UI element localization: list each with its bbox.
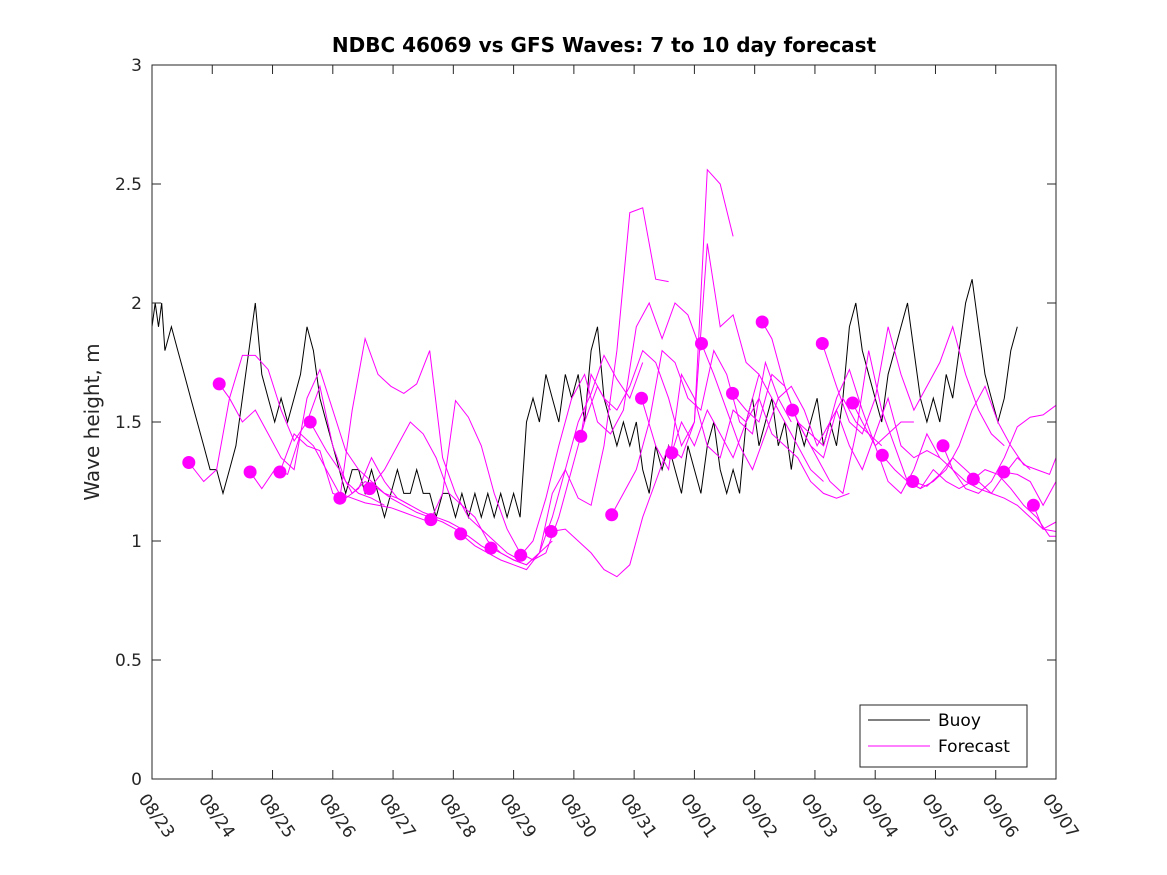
forecast-marker bbox=[333, 491, 347, 505]
series-layer bbox=[151, 168, 1057, 578]
forecast-run-line bbox=[339, 336, 521, 561]
forecast-marker bbox=[786, 403, 799, 417]
forecast-marker bbox=[815, 337, 829, 350]
forecast-run-line bbox=[188, 354, 385, 506]
forecast-marker bbox=[875, 448, 889, 462]
y-tick-label: 1 bbox=[131, 532, 142, 552]
legend: Buoy Forecast bbox=[859, 704, 1028, 768]
forecast-marker bbox=[755, 315, 769, 329]
forecast-marker bbox=[273, 465, 287, 479]
forecast-marker bbox=[544, 525, 558, 538]
forecast-marker bbox=[906, 475, 920, 488]
y-axis-label: Wave height, m bbox=[80, 343, 104, 500]
forecast-run-line bbox=[218, 368, 411, 506]
forecast-run-line bbox=[792, 350, 973, 495]
forecast-marker bbox=[997, 465, 1011, 479]
y-tick-label: 2 bbox=[131, 294, 142, 314]
forecast-marker bbox=[363, 482, 377, 496]
forecast-marker bbox=[484, 541, 498, 555]
forecast-marker bbox=[454, 527, 468, 541]
forecast-marker bbox=[846, 396, 860, 410]
forecast-run-line bbox=[1003, 471, 1057, 507]
forecast-run-line bbox=[732, 368, 914, 447]
chart-title: NDBC 46069 vs GFS Waves: 7 to 10 day for… bbox=[332, 33, 877, 57]
forecast-run-line bbox=[1032, 505, 1057, 530]
y-tick-label: 3 bbox=[131, 56, 142, 76]
forecast-marker bbox=[695, 337, 708, 350]
forecast-marker bbox=[1026, 498, 1040, 512]
y-tick-label: 2.5 bbox=[115, 175, 142, 195]
y-tick-label: 1.5 bbox=[115, 413, 142, 433]
legend-buoy-label: Buoy bbox=[938, 711, 981, 731]
forecast-run-line bbox=[671, 396, 850, 499]
forecast-run-line bbox=[641, 372, 824, 482]
forecast-run-line bbox=[701, 343, 883, 471]
forecast-marker bbox=[424, 513, 438, 527]
forecast-run-line bbox=[611, 349, 792, 516]
forecast-marker bbox=[726, 386, 739, 400]
forecast-run-line bbox=[551, 168, 734, 578]
forecast-marker bbox=[936, 439, 950, 453]
legend-box bbox=[859, 704, 1028, 768]
forecast-marker bbox=[574, 429, 588, 443]
buoy-series-line bbox=[151, 279, 1018, 520]
forecast-marker bbox=[635, 391, 648, 405]
forecast-marker bbox=[243, 465, 257, 479]
forecast-run-line bbox=[821, 325, 1005, 447]
forecast-marker bbox=[182, 456, 196, 469]
forecast-run-line bbox=[490, 207, 669, 566]
forecast-marker bbox=[514, 548, 528, 562]
forecast-marker bbox=[212, 377, 226, 391]
forecast-run-line bbox=[580, 243, 760, 448]
forecast-marker bbox=[303, 415, 317, 429]
forecast-run-line bbox=[520, 301, 702, 556]
forecast-marker bbox=[605, 508, 619, 522]
forecast-run-line bbox=[761, 321, 941, 471]
forecast-marker bbox=[665, 446, 679, 460]
forecast-marker bbox=[966, 472, 980, 486]
legend-forecast-label: Forecast bbox=[938, 737, 1010, 757]
y-tick-label: 0 bbox=[131, 770, 142, 790]
y-tick-label: 0.5 bbox=[115, 651, 142, 671]
forecast-run-line bbox=[972, 469, 1056, 537]
forecast-run-line bbox=[460, 354, 644, 571]
